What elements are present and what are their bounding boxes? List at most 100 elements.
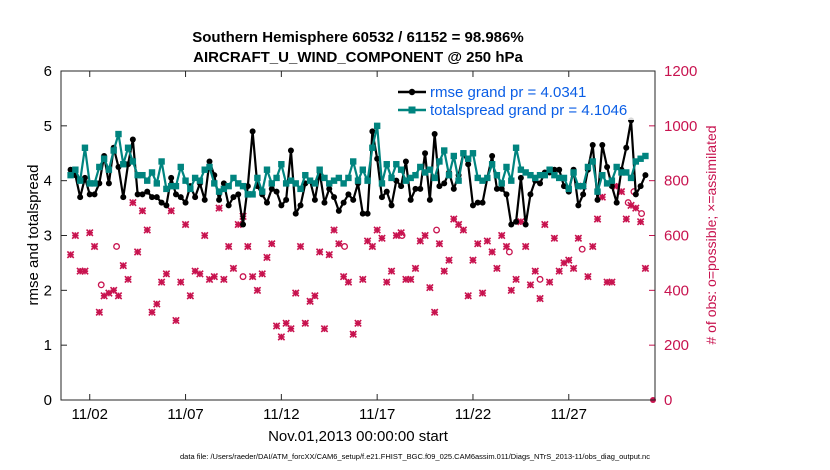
- totalspread-point: [589, 158, 596, 165]
- obs-stroke: [373, 226, 381, 234]
- obs-stroke: [220, 275, 228, 284]
- totalspread-point: [278, 161, 285, 168]
- obs-assimilated-point: [459, 226, 468, 234]
- obs-stroke: [124, 275, 132, 284]
- totalspread-point: [225, 182, 232, 190]
- totalspread-point: [426, 166, 434, 173]
- obs-stroke: [277, 333, 286, 341]
- legend-spread-label: totalspread grand pr = 4.1046: [430, 102, 627, 119]
- obs-stroke: [622, 215, 631, 223]
- rmse-point: [479, 199, 486, 206]
- obs-stroke: [450, 215, 458, 223]
- obs-assimilated-point: [488, 248, 496, 256]
- x-tick-label: 11/07: [167, 406, 203, 423]
- obs-assimilated-point: [119, 261, 128, 270]
- totalspread-point: [637, 155, 644, 162]
- obs-assimilated-point: [287, 324, 295, 333]
- chart-title-line2: AIRCRAFT_U_WIND_COMPONENT @ 250 hPa: [193, 49, 523, 66]
- rmse-point: [125, 161, 132, 168]
- obs-stroke: [497, 231, 506, 240]
- legend-rmse-marker: [408, 88, 416, 96]
- obs-assimilated-point: [129, 198, 137, 207]
- totalspread-point: [115, 130, 122, 138]
- rmse-point: [642, 172, 649, 179]
- rmse-point: [268, 185, 275, 192]
- rmse-point: [244, 183, 251, 190]
- obs-possible-point: [536, 275, 544, 283]
- obs-stroke: [296, 242, 305, 251]
- plot-frame: [60, 70, 656, 401]
- totalspread-point: [148, 169, 156, 176]
- obs-assimilated-point: [512, 275, 520, 284]
- totalspread-point: [441, 147, 448, 154]
- obs-stroke: [411, 264, 420, 273]
- obs-stroke: [186, 292, 195, 300]
- obs-stroke: [483, 237, 492, 245]
- obs-assimilated-point: [224, 242, 233, 251]
- rmse-point: [235, 191, 242, 198]
- obs-stroke: [454, 220, 463, 229]
- rmse-point: [469, 202, 476, 209]
- rmse-point: [86, 191, 93, 198]
- obs-stroke: [445, 256, 453, 264]
- totalspread-point: [350, 158, 357, 165]
- totalspread-point: [254, 174, 261, 182]
- obs-stroke: [593, 215, 602, 223]
- rmse-point: [556, 166, 563, 173]
- rmse-point: [144, 188, 151, 195]
- obs-stroke: [349, 330, 357, 338]
- rmse-point: [263, 199, 270, 206]
- rmse-point: [508, 221, 515, 228]
- obs-stroke: [473, 239, 482, 248]
- totalspread-point: [182, 177, 189, 184]
- totalspread-point: [196, 177, 204, 184]
- obs-stroke: [114, 292, 123, 300]
- totalspread-point: [508, 177, 515, 184]
- obs-stroke: [81, 267, 89, 275]
- rmse-point: [115, 163, 122, 170]
- totalspread-point: [105, 166, 113, 173]
- rmse-point: [513, 218, 520, 225]
- obs-assimilated-point: [109, 286, 118, 295]
- rmse-point: [168, 174, 175, 181]
- rmse-point: [522, 221, 529, 228]
- obs-assimilated-point: [277, 333, 286, 341]
- totalspread-point: [321, 174, 328, 182]
- obs-stroke: [469, 256, 477, 264]
- totalspread-point: [560, 174, 568, 182]
- obs-stroke: [507, 286, 516, 295]
- obs-stroke: [138, 207, 147, 215]
- obs-assimilated-point: [426, 283, 434, 292]
- obs-possible-point: [398, 232, 406, 239]
- totalspread-point: [258, 188, 266, 195]
- totalspread-point: [172, 182, 180, 190]
- obs-possible-point: [113, 243, 121, 250]
- obs-stroke: [459, 226, 468, 234]
- y-tick-label-left: 0: [44, 392, 52, 409]
- totalspread-point: [402, 177, 410, 184]
- x-tick-label: 11/17: [359, 406, 395, 423]
- rmse-point: [388, 202, 395, 209]
- rmse-point: [129, 136, 136, 143]
- totalspread-point: [460, 150, 467, 157]
- rmse-point: [498, 185, 505, 192]
- obs-stroke: [521, 242, 530, 251]
- totalspread-point: [158, 158, 165, 165]
- legend-spread-marker: [408, 106, 416, 114]
- totalspread-point: [484, 174, 491, 182]
- obs-stroke: [608, 278, 616, 286]
- rmse-point: [91, 191, 98, 198]
- obs-possible-point: [638, 210, 646, 218]
- totalspread-point: [177, 163, 184, 171]
- totalspread-point: [292, 180, 299, 187]
- rmse-point: [206, 158, 213, 165]
- obs-stroke: [569, 264, 578, 273]
- obs-stroke: [536, 294, 544, 303]
- totalspread-point: [134, 171, 141, 179]
- rmse-point: [335, 207, 342, 214]
- x-tick-label: 11/22: [455, 406, 491, 423]
- obs-stroke: [248, 272, 257, 281]
- obs-assimilated-point: [445, 256, 453, 264]
- totalspread-point: [124, 144, 132, 151]
- rmse-point: [345, 191, 352, 198]
